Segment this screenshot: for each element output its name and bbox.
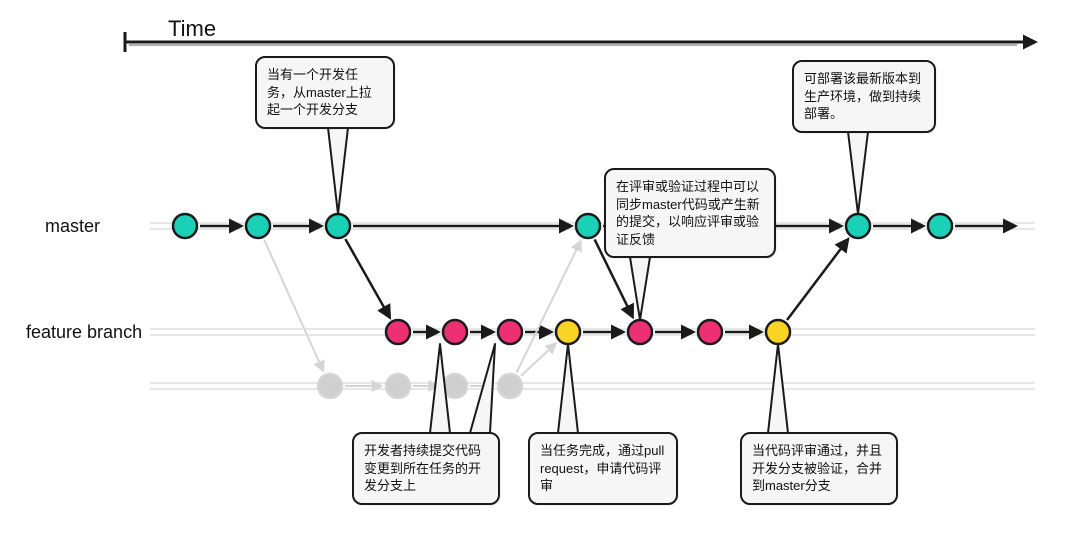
callout-c4: 开发者持续提交代码变更到所在任务的开发分支上 (352, 432, 500, 505)
time-label: Time (168, 16, 216, 42)
callout-c3: 可部署该最新版本到生产环境，做到持续部署。 (792, 60, 936, 133)
commit-node (628, 320, 652, 344)
commit-node (766, 320, 790, 344)
master-label: master (45, 216, 100, 237)
commit-node (846, 214, 870, 238)
edge (345, 239, 389, 317)
edge (517, 241, 581, 372)
commit-node (173, 214, 197, 238)
callout-tail (630, 257, 650, 320)
commit-node (698, 320, 722, 344)
commit-node (386, 320, 410, 344)
commit-node (443, 320, 467, 344)
commit-node (246, 214, 270, 238)
callout-tail (328, 128, 348, 214)
commit-node (326, 214, 350, 238)
commit-node (576, 214, 600, 238)
commit-node (928, 214, 952, 238)
commit-node (556, 320, 580, 344)
callout-c6: 当代码评审通过，并且开发分支被验证，合并到master分支 (740, 432, 898, 505)
edge (521, 344, 556, 376)
commit-node (498, 374, 522, 398)
edge (787, 240, 848, 320)
edge (264, 240, 323, 371)
feature-label: feature branch (26, 322, 142, 343)
commit-node (386, 374, 410, 398)
callout-c2: 在评审或验证过程中可以同步master代码或产生新的提交，以响应评审或验证反馈 (604, 168, 776, 258)
callout-c1: 当有一个开发任务，从master上拉起一个开发分支 (255, 56, 395, 129)
callout-tail (848, 132, 868, 214)
callout-c5: 当任务完成，通过pull request，申请代码评审 (528, 432, 678, 505)
nodes (173, 214, 952, 398)
commit-node (318, 374, 342, 398)
commit-node (498, 320, 522, 344)
